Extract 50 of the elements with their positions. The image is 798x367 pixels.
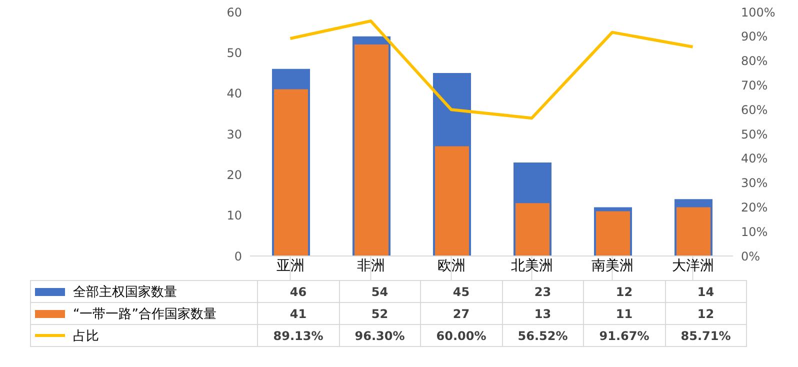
data-label: 56.52% bbox=[502, 324, 584, 346]
data-label: 41 bbox=[258, 302, 339, 324]
y2-tick-label: 80% bbox=[741, 54, 768, 68]
legend-label: 占比 bbox=[73, 328, 99, 344]
y-tick-label: 30 bbox=[226, 127, 242, 142]
x-tick-label: 南美洲 bbox=[591, 258, 634, 274]
data-label: 85.71% bbox=[665, 324, 746, 346]
data-label: 46 bbox=[258, 280, 339, 302]
data-label: 27 bbox=[420, 302, 502, 324]
y-tick-label: 10 bbox=[226, 208, 242, 223]
bar bbox=[435, 146, 469, 256]
x-tick-label: 大洋洲 bbox=[672, 258, 714, 274]
y-tick-label: 50 bbox=[226, 46, 242, 60]
data-label: 91.67% bbox=[584, 324, 665, 346]
data-label: 89.13% bbox=[258, 324, 339, 346]
y2-tick-label: 60% bbox=[741, 102, 768, 117]
y2-tick-label: 50% bbox=[741, 127, 768, 142]
y2-tick-label: 20% bbox=[741, 200, 768, 214]
legend-label: “一带一路”合作国家数量 bbox=[73, 306, 216, 322]
y2-tick-label: 40% bbox=[741, 152, 768, 166]
y-tick-label: 60 bbox=[226, 5, 242, 20]
data-label: 12 bbox=[665, 302, 746, 324]
line-series bbox=[288, 20, 694, 120]
data-label: 12 bbox=[584, 280, 665, 302]
data-label: 11 bbox=[584, 302, 665, 324]
data-label: 45 bbox=[420, 280, 502, 302]
y2-tick-label: 100% bbox=[741, 5, 776, 20]
y2-tick-label: 30% bbox=[741, 176, 768, 190]
data-label: 14 bbox=[665, 280, 746, 302]
x-tick-label: 北美洲 bbox=[510, 258, 553, 274]
bar bbox=[676, 207, 710, 256]
data-label: 54 bbox=[339, 280, 420, 302]
x-tick-label: 亚洲 bbox=[276, 258, 304, 274]
data-label: 52 bbox=[339, 302, 420, 324]
x-tick-label: 非洲 bbox=[356, 258, 385, 274]
y-tick-label: 40 bbox=[226, 86, 242, 101]
y-tick-label: 20 bbox=[226, 168, 242, 182]
bar bbox=[516, 203, 550, 256]
y2-tick-label: 10% bbox=[741, 224, 768, 239]
data-label: 96.30% bbox=[339, 324, 420, 346]
bar bbox=[274, 89, 308, 256]
y2-tick-label: 70% bbox=[741, 78, 768, 92]
x-tick-label: 欧洲 bbox=[437, 258, 466, 274]
legend-label: 全部主权国家数量 bbox=[73, 284, 177, 300]
y2-tick-label: 0% bbox=[741, 249, 760, 264]
data-label: 23 bbox=[502, 280, 584, 302]
y-tick-label: 0 bbox=[234, 249, 242, 264]
data-label: 13 bbox=[502, 302, 584, 324]
y2-tick-label: 90% bbox=[741, 30, 768, 44]
data-label: 60.00% bbox=[420, 324, 502, 346]
